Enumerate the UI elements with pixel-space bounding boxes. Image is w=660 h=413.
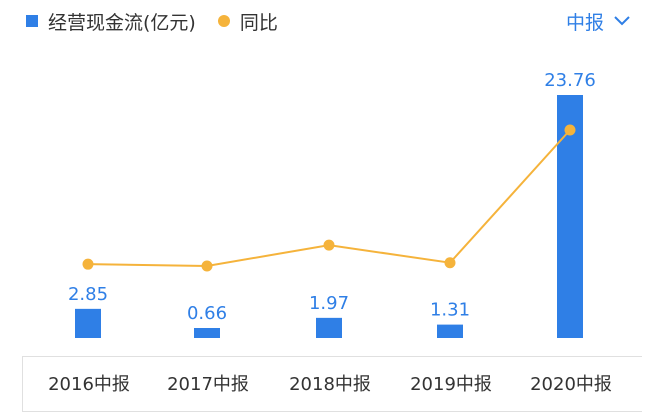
chevron-down-icon	[614, 16, 630, 26]
legend-bar-swatch	[26, 15, 38, 27]
bar-value-label: 1.31	[430, 300, 470, 321]
period-selector-label: 中报	[565, 11, 604, 34]
yoy-point-2016中报[interactable]	[82, 258, 94, 270]
legend-item-yoy: 同比	[217, 8, 278, 35]
x-tick-label: 2019中报	[410, 374, 492, 395]
yoy-point-2020中报[interactable]	[564, 124, 576, 136]
x-tick-label: 2017中报	[167, 374, 249, 395]
legend-line-label: 同比	[239, 11, 278, 34]
x-axis: 2016中报 2017中报 2018中报 2019中报 2020中报	[22, 356, 642, 412]
bar-value-label: 1.97	[309, 293, 349, 314]
bar-value-label: 0.66	[187, 303, 227, 324]
bar-value-label: 2.85	[68, 284, 108, 305]
legend-item-cashflow: 经营现金流(亿元)	[26, 8, 196, 35]
bar-2019中报[interactable]	[437, 324, 463, 338]
yoy-point-2018中报[interactable]	[323, 239, 335, 251]
x-tick-label: 2020中报	[530, 374, 612, 395]
bar-2016中报[interactable]	[75, 308, 101, 338]
yoy-point-2017中报[interactable]	[201, 260, 213, 272]
legend-bar-label: 经营现金流(亿元)	[48, 11, 196, 34]
bar-value-label: 23.76	[544, 70, 596, 91]
chart-legend: 经营现金流(亿元) 同比	[26, 6, 300, 36]
yoy-point-2019中报[interactable]	[444, 257, 456, 269]
x-tick-label: 2016中报	[48, 374, 130, 395]
bar-2018中报[interactable]	[316, 317, 342, 338]
legend-line-swatch	[217, 15, 230, 27]
x-tick-label: 2018中报	[289, 374, 371, 395]
period-selector[interactable]: 中报	[566, 6, 630, 36]
bar-2017中报[interactable]	[194, 328, 220, 338]
